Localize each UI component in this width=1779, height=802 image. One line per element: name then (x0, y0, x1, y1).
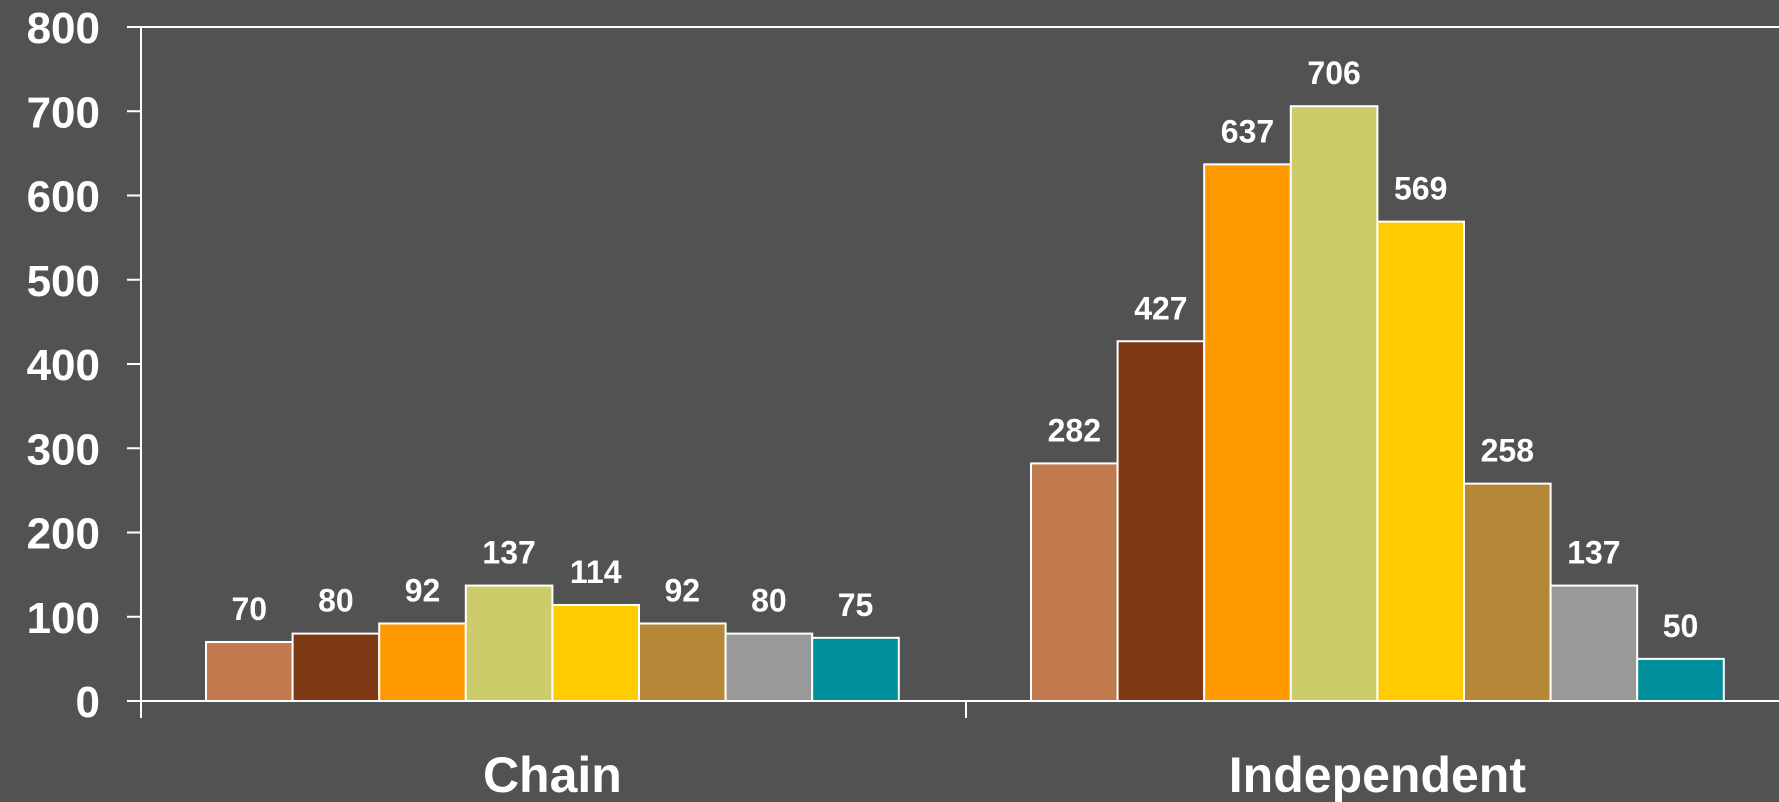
bar (464, 584, 554, 703)
bar (1636, 657, 1725, 702)
data-label: 637 (1221, 113, 1274, 149)
data-label: 80 (318, 583, 354, 619)
data-label: 569 (1394, 171, 1447, 207)
y-tick-label: 500 (27, 257, 100, 306)
bar (1289, 105, 1379, 702)
data-label: 80 (751, 583, 787, 619)
data-label: 70 (232, 591, 268, 627)
data-label: 258 (1481, 433, 1534, 469)
data-label: 75 (838, 587, 874, 623)
y-tick-label: 600 (27, 173, 100, 222)
y-tick-label: 300 (27, 425, 100, 474)
data-label: 137 (1567, 535, 1620, 571)
bar (551, 603, 641, 703)
data-label: 92 (665, 572, 701, 608)
y-tick-label: 100 (27, 594, 100, 643)
data-label: 427 (1134, 290, 1187, 326)
bar (724, 632, 814, 702)
bar (1376, 220, 1466, 702)
y-tick-label: 400 (27, 341, 100, 390)
bar (638, 622, 727, 702)
x-tick-label: Independent (1229, 747, 1527, 802)
bar (811, 636, 900, 702)
data-label: 282 (1048, 412, 1101, 448)
y-tick-label: 200 (27, 510, 100, 559)
y-tick-label: 700 (27, 88, 100, 137)
data-label: 706 (1307, 55, 1360, 91)
bar (205, 641, 294, 703)
bar (1203, 163, 1292, 702)
bar (1549, 584, 1639, 703)
bar (378, 622, 467, 702)
bar (291, 632, 381, 702)
bars (205, 105, 1725, 703)
data-label: 92 (405, 572, 441, 608)
data-label: 137 (482, 535, 535, 571)
y-axis: 0 100 200 300 400 500 600 700 800 (27, 4, 1779, 727)
data-label: 114 (570, 554, 622, 590)
y-tick-label: 0 (76, 678, 100, 727)
bar (1116, 340, 1206, 702)
y-tick-label: 800 (27, 4, 100, 53)
x-tick-label: Chain (483, 747, 622, 802)
data-labels: 70 80 92 137 114 92 80 75 282 427 637 706 569 258 137 5… (232, 55, 1699, 644)
bar (1463, 482, 1552, 703)
bar (1030, 462, 1119, 703)
data-label: 50 (1663, 608, 1699, 644)
